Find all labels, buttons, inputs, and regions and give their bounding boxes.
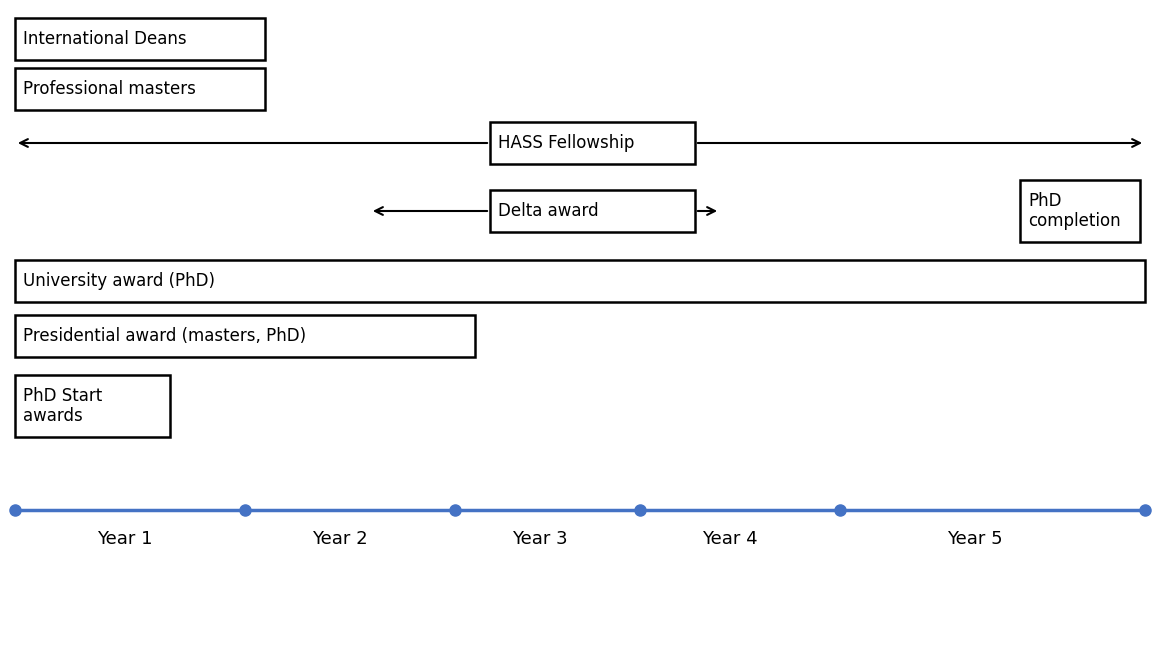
Text: PhD Start
awards: PhD Start awards <box>23 387 102 425</box>
Text: University award (PhD): University award (PhD) <box>23 272 215 290</box>
Text: PhD
completion: PhD completion <box>1028 192 1121 231</box>
Bar <box>15 260 1145 302</box>
Bar <box>15 68 264 110</box>
Text: Delta award: Delta award <box>498 202 599 220</box>
Text: Professional masters: Professional masters <box>23 80 195 98</box>
Text: International Deans: International Deans <box>23 30 187 48</box>
Bar <box>15 18 264 60</box>
Bar <box>1020 180 1140 242</box>
Bar <box>15 315 475 357</box>
Text: Year 3: Year 3 <box>512 530 567 548</box>
Bar <box>15 375 170 437</box>
Text: Year 5: Year 5 <box>948 530 1003 548</box>
Text: HASS Fellowship: HASS Fellowship <box>498 134 634 152</box>
Text: Year 1: Year 1 <box>97 530 153 548</box>
Text: Year 2: Year 2 <box>312 530 367 548</box>
Bar <box>490 122 695 164</box>
Text: Presidential award (masters, PhD): Presidential award (masters, PhD) <box>23 327 307 345</box>
Bar <box>490 190 695 232</box>
Text: Year 4: Year 4 <box>702 530 758 548</box>
